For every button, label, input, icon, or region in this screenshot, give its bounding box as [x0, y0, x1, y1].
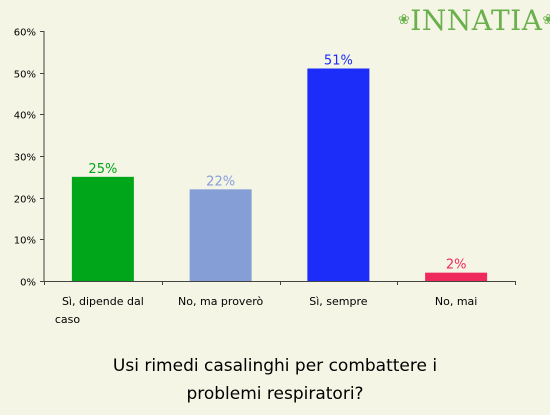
innatia-logo: ❀INNATIA❀	[398, 4, 550, 37]
y-tick-label: 30%	[14, 153, 36, 164]
category-label: No, ma proverò	[178, 295, 263, 308]
value-label: 25%	[88, 162, 117, 177]
y-axis: 0% 10% 20% 30% 40% 50% 60%	[14, 28, 45, 289]
category-labels: Sì, dipende dal caso No, ma proverò Sì, sem…	[55, 295, 477, 326]
chart-title-line-1: Usi rimedi casalinghi per combattere i	[112, 356, 438, 376]
value-label: 2%	[446, 258, 467, 273]
value-label: 22%	[206, 174, 235, 189]
bar	[307, 68, 370, 281]
chart-title-line-2: problemi respiratori?	[186, 384, 364, 404]
y-tick-label: 60%	[14, 28, 36, 39]
y-tick-label: 20%	[14, 195, 36, 206]
y-tick-label: 40%	[14, 111, 36, 122]
y-tick-label: 10%	[14, 236, 36, 247]
leaf-right-icon: ❀	[542, 12, 550, 28]
y-tick-label: 0%	[20, 278, 36, 289]
value-label: 51%	[324, 54, 353, 69]
y-tick-label: 50%	[14, 70, 36, 81]
category-label: No, mai	[435, 295, 477, 308]
category-label: Sì, sempre	[309, 295, 368, 308]
chart-title: Usi rimedi casalinghi per combattere i p…	[0, 352, 550, 408]
leaf-left-icon: ❀	[398, 12, 411, 28]
x-axis	[44, 281, 516, 285]
logo-text: INNATIA	[410, 4, 543, 37]
bar	[425, 272, 488, 281]
bars	[71, 68, 488, 281]
bar	[189, 189, 252, 281]
value-labels: 25% 22% 51% 2%	[88, 54, 466, 273]
category-label: Sì, dipende dal caso	[55, 295, 144, 326]
bar	[71, 176, 134, 281]
